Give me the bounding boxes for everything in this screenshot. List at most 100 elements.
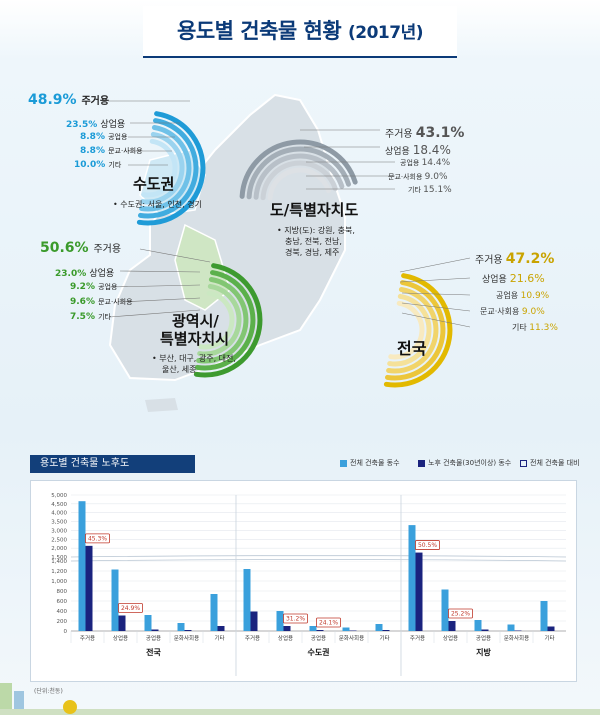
map-graphic — [108, 93, 471, 412]
legend-aged-swatch — [418, 459, 425, 467]
bar-chart-frame: 5,000 4,500 4,000 3,500 3,000 2,500 2,000 1,500… — [30, 480, 577, 682]
jeju-island — [145, 398, 178, 412]
capital-label-3: 8.8% 공업용 — [80, 132, 127, 142]
metro-cat-1: 주거용 — [93, 244, 122, 255]
metro-cat-5: 기타 — [98, 313, 111, 321]
capital-arc-2 — [137, 118, 199, 219]
metro-label-3: 9.2% 공업용 — [70, 282, 117, 292]
x-tick-label: 공업용 — [476, 634, 491, 642]
title-year: (2017년) — [348, 23, 424, 43]
ratio-label: 50.5% — [418, 542, 437, 549]
metro-arc-3 — [196, 277, 249, 364]
bar-total — [441, 589, 449, 631]
national-cat-1: 주거용 — [475, 255, 503, 266]
ratio-callout — [316, 617, 341, 628]
national-label-5: 기타 11.3% — [512, 322, 558, 333]
bar-chart: 5,000 4,500 4,000 3,500 3,000 2,500 2,000 1,500… — [51, 493, 567, 676]
province-label-3: 공업용 14.4% — [400, 158, 450, 168]
y-tick-label: 4,000 — [51, 511, 67, 517]
x-tick-label: 문화사회용 — [504, 634, 529, 642]
national-label-2: 상업용 21.6% — [482, 272, 545, 285]
bar-aged — [118, 615, 126, 631]
y-tick-label: 400 — [57, 609, 68, 615]
bar-aged — [283, 626, 291, 631]
metro-value-5: 7.5% — [70, 312, 95, 322]
bar-total — [375, 624, 383, 631]
capital-label-1: 48.9% 주거용 — [28, 92, 109, 108]
capital-cat-1: 주거용 — [81, 96, 110, 107]
province-label-2: 상업용 18.4% — [385, 143, 451, 157]
national-cat-4: 문교·사회용 — [480, 307, 520, 316]
metro-value-3: 9.2% — [70, 282, 95, 292]
ratio-label: 25.2% — [451, 611, 470, 618]
province-arc-5 — [267, 167, 332, 201]
bar-total — [276, 611, 284, 631]
metro-value-1: 50.6% — [40, 240, 89, 256]
metro-value-4: 9.6% — [70, 297, 95, 307]
national-arc-5 — [388, 300, 425, 360]
province-value-2: 18.4% — [412, 143, 451, 157]
province-cat-1: 주거용 — [385, 129, 413, 140]
province-name: 도/특별자치도 — [270, 201, 359, 219]
province-arcs — [239, 139, 358, 201]
province-arc-1 — [239, 139, 358, 199]
national-arc-3 — [386, 287, 439, 374]
bar-aged — [217, 626, 225, 631]
national-value-2: 21.6% — [509, 272, 545, 285]
national-label-1: 주거용 47.2% — [475, 251, 554, 267]
bar-total — [474, 620, 482, 631]
capital-cat-3: 공업용 — [108, 133, 128, 141]
capital-arc-4 — [140, 131, 185, 205]
capital-cat-5: 기타 — [108, 161, 122, 169]
bar-aged — [415, 552, 423, 631]
bar-total — [78, 501, 86, 631]
bar-total — [507, 624, 515, 631]
y-tick-label: 1,400 — [51, 559, 67, 565]
national-name: 전국 — [397, 339, 427, 358]
legend-total-text: 전체 건축물 동수 — [350, 459, 400, 467]
ratio-callout — [85, 533, 110, 544]
legend-ratio-swatch — [520, 459, 527, 467]
axis-break-band — [71, 557, 566, 561]
y-tick-label: 3,000 — [51, 528, 67, 534]
x-tick-label: 문화사회용 — [339, 634, 364, 642]
province-sub-1: • 지방(도): 강원, 충북, — [277, 226, 355, 235]
bar-aged — [547, 626, 555, 631]
y-tick-label: 2,000 — [51, 546, 67, 552]
ratio-label: 24.1% — [319, 620, 338, 627]
national-arc-2 — [384, 280, 446, 381]
legend-total: 전체 건축물 동수 — [340, 458, 400, 468]
national-cat-3: 공업용 — [496, 291, 519, 300]
bar-total — [342, 627, 350, 631]
metro-sub-1: • 부산, 대구, 광주, 대전, — [152, 354, 236, 363]
province-sub-2: 충남, 전북, 전남, — [285, 237, 342, 246]
national-cat-5: 기타 — [512, 323, 527, 332]
capital-name: 수도권 — [133, 175, 175, 193]
metro-cat-3: 공업용 — [98, 283, 118, 291]
capital-arc-5 — [141, 138, 178, 198]
capital-label-4: 8.8% 문교·사회용 — [80, 146, 143, 156]
ratio-label: 31.2% — [286, 616, 305, 623]
bar-aged — [151, 629, 159, 631]
metro-name-1: 광역시/ — [172, 312, 219, 330]
province-label-4: 문교·사회용 9.0% — [388, 172, 448, 182]
bar-total — [540, 601, 548, 631]
capital-arc-3 — [139, 125, 192, 212]
province-label-5: 기타 15.1% — [408, 185, 452, 195]
national-cat-2: 상업용 — [482, 275, 507, 285]
bar-aged — [85, 545, 93, 631]
national-arc-4 — [387, 293, 432, 367]
province-cat-5: 기타 — [408, 186, 421, 194]
group-label: 전국 — [146, 647, 161, 657]
province-sub-3: 경북, 경남, 제주 — [285, 248, 340, 257]
legend-aged: 노후 건축물(30년이상) 동수 — [418, 458, 511, 468]
metro-label-1: 50.6% 주거용 — [40, 240, 121, 256]
x-tick-label: 공업용 — [311, 634, 326, 642]
bar-aged — [316, 630, 324, 631]
bar-aged — [481, 629, 489, 631]
capital-arcs — [136, 111, 206, 226]
unit-label: (단위:천동) — [34, 688, 63, 695]
x-tick-label: 상업용 — [443, 634, 458, 642]
province-cat-2: 상업용 — [385, 147, 410, 157]
bar-aged — [250, 611, 258, 631]
